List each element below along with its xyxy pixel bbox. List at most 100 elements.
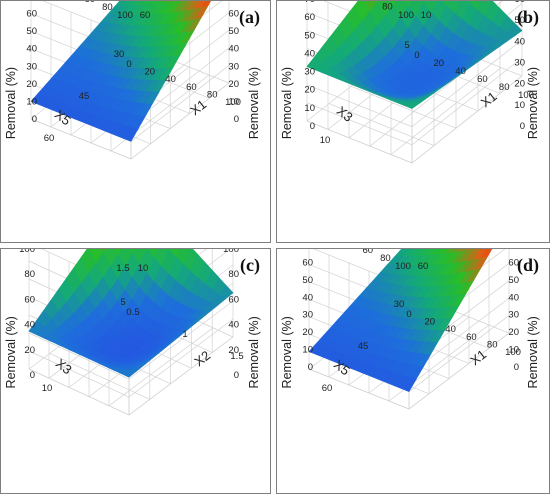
surface-plot-d: 0 10 20 30 40 50 60 70 0 10 20 30 40 50 60 70 Removal (%…	[280, 249, 540, 410]
z-tick-right: 60	[514, 1, 525, 5]
z-tick-right: 10	[508, 345, 519, 356]
panel-label-b: (b)	[517, 7, 539, 27]
x-back-tick: 60	[364, 1, 375, 4]
y-front-tick: 60	[322, 383, 333, 394]
chart-panel-b: 0102030405060700102030405060Removal (%)R…	[276, 0, 550, 243]
x-axis-label-front: X1	[187, 97, 209, 119]
x-back-tick: 100	[398, 10, 414, 21]
x-front-tick: 60	[466, 332, 477, 343]
z-tick-left: 60	[24, 294, 35, 305]
x-front-tick: 0	[406, 309, 411, 320]
z-axis-label-left: Removal (%)	[4, 316, 18, 388]
z-tick-right: 60	[228, 9, 239, 20]
x-front-tick: 100	[505, 347, 521, 358]
surface-cell	[28, 320, 45, 335]
x-back-tick: 60	[363, 249, 374, 256]
x-back-tick: 80	[382, 2, 393, 13]
z-tick-left: 0	[32, 114, 37, 125]
surface-mesh	[308, 249, 493, 392]
z-tick-right: 30	[228, 61, 239, 72]
z-tick-right: 70	[228, 1, 239, 2]
z-tick-left: 30	[302, 310, 313, 321]
y-front-tick: 45	[79, 91, 90, 102]
chart-panel-a: 0 10 20 30 40 50 60 70 0 10 20 30 40 50 60 70 Removal (%…	[0, 0, 271, 243]
chart-panel-c: 0 20 40 60 80 100 0 20 40 60 80 100 Removal (%) Remov…	[0, 248, 271, 494]
z-tick-right: 30	[508, 310, 519, 321]
z-tick-right: 10	[228, 96, 239, 107]
z-tick-left: 40	[304, 48, 315, 59]
z-tick-left: 60	[302, 257, 313, 268]
x-axis-label-front: X1	[467, 347, 489, 369]
x-back-tick: 60	[85, 1, 96, 5]
y-front-tick: 5	[404, 40, 409, 51]
y-axis-label-front: X3	[53, 356, 75, 378]
x-front-tick: 20	[145, 67, 156, 78]
z-axis-label-right: Removal (%)	[526, 316, 540, 388]
z-tick-right: 80	[228, 269, 239, 280]
surface-mesh	[306, 1, 523, 109]
z-tick-right: 20	[228, 345, 239, 356]
z-tick-right: 50	[228, 26, 239, 37]
z-tick-right: 0	[234, 114, 239, 125]
x-front-tick: 40	[445, 324, 456, 335]
z-tick-right: 40	[228, 44, 239, 55]
z-tick-left: 20	[26, 79, 37, 90]
panel-label-d: (d)	[517, 255, 539, 275]
y-front-tick: 10	[42, 383, 53, 394]
x-back-tick: 80	[102, 2, 113, 13]
y-back-tick: 10	[138, 263, 149, 274]
z-tick-left: 60	[304, 12, 315, 23]
z-tick-right: 70	[508, 249, 519, 251]
z-axis-label-left: Removal (%)	[280, 316, 294, 388]
z-axis-label-right: Removal (%)	[247, 67, 261, 139]
z-tick-left: 0	[30, 370, 35, 381]
x-front-tick: 100	[518, 90, 534, 101]
z-tick-right: 20	[514, 79, 525, 90]
z-tick-left: 0	[308, 362, 313, 373]
z-tick-left: 50	[304, 30, 315, 41]
x-front-tick: 0.5	[126, 307, 139, 318]
surface-mesh	[30, 1, 212, 142]
surface-cell	[390, 1, 396, 6]
z-tick-left: 60	[26, 9, 37, 20]
surface-cell	[308, 343, 324, 355]
z-tick-right: 60	[508, 257, 519, 268]
x-front-tick: 100	[225, 97, 241, 108]
panel-label-a: (a)	[239, 7, 260, 27]
z-tick-left: 10	[302, 345, 313, 356]
z-tick-right: 0	[234, 370, 239, 381]
z-tick-left: 10	[26, 96, 37, 107]
chart-panel-d: 0 10 20 30 40 50 60 70 0 10 20 30 40 50 60 70 Removal (%…	[276, 248, 550, 494]
z-tick-left: 30	[304, 67, 315, 78]
z-tick-left: 40	[302, 292, 313, 303]
panel-label-c: (c)	[240, 255, 260, 275]
z-tick-left: 100	[19, 249, 35, 255]
x-front-tick: 0	[414, 50, 419, 61]
z-axis-label-left: Removal (%)	[280, 67, 294, 139]
z-tick-left: 70	[302, 249, 313, 251]
x-front-tick: 40	[165, 74, 176, 85]
z-tick-left: 0	[310, 121, 315, 132]
z-tick-right: 60	[228, 294, 239, 305]
z-axis-label-right: Removal (%)	[247, 316, 261, 388]
surface-plot-b: 0102030405060700102030405060Removal (%)R…	[280, 1, 540, 164]
z-tick-left: 50	[26, 26, 37, 37]
z-tick-left: 20	[302, 327, 313, 338]
x-front-tick: 60	[477, 74, 488, 85]
x-front-tick: 0	[126, 59, 131, 70]
z-tick-left: 30	[26, 61, 37, 72]
z-tick-right: 30	[514, 58, 525, 69]
z-tick-right: 40	[508, 292, 519, 303]
x-front-tick: 40	[455, 66, 466, 77]
surface-cell	[101, 249, 106, 253]
z-tick-right: 10	[514, 100, 525, 111]
z-tick-left: 50	[302, 275, 313, 286]
y-front-tick: 60	[44, 133, 55, 144]
surface-cell	[30, 93, 46, 105]
z-tick-left: 40	[24, 320, 35, 331]
z-tick-right: 40	[228, 320, 239, 331]
x-back-tick: 100	[395, 261, 411, 272]
z-tick-right: 50	[508, 275, 519, 286]
z-tick-right: 20	[508, 327, 519, 338]
z-tick-right: 50	[514, 15, 525, 26]
